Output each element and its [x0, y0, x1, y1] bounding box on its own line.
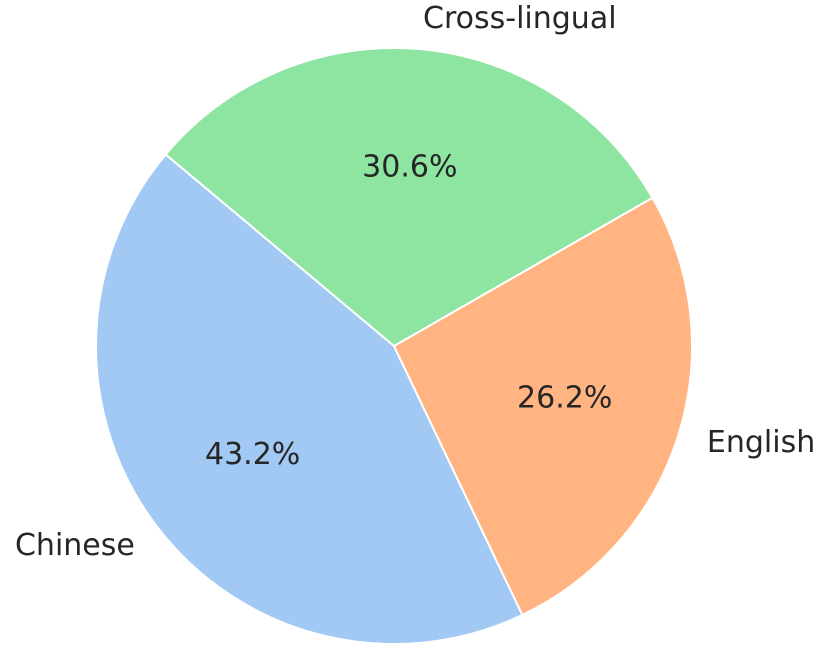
pie-slice — [164, 47, 654, 347]
pie-slice — [393, 196, 693, 616]
pie-slice — [95, 153, 524, 645]
percent-label: 26.2% — [517, 381, 612, 416]
slice-label: English — [707, 425, 815, 460]
percent-label: 43.2% — [205, 437, 300, 472]
percent-label: 30.6% — [362, 149, 457, 184]
slice-label: Cross-lingual — [423, 1, 617, 36]
slice-label: Chinese — [15, 528, 135, 563]
